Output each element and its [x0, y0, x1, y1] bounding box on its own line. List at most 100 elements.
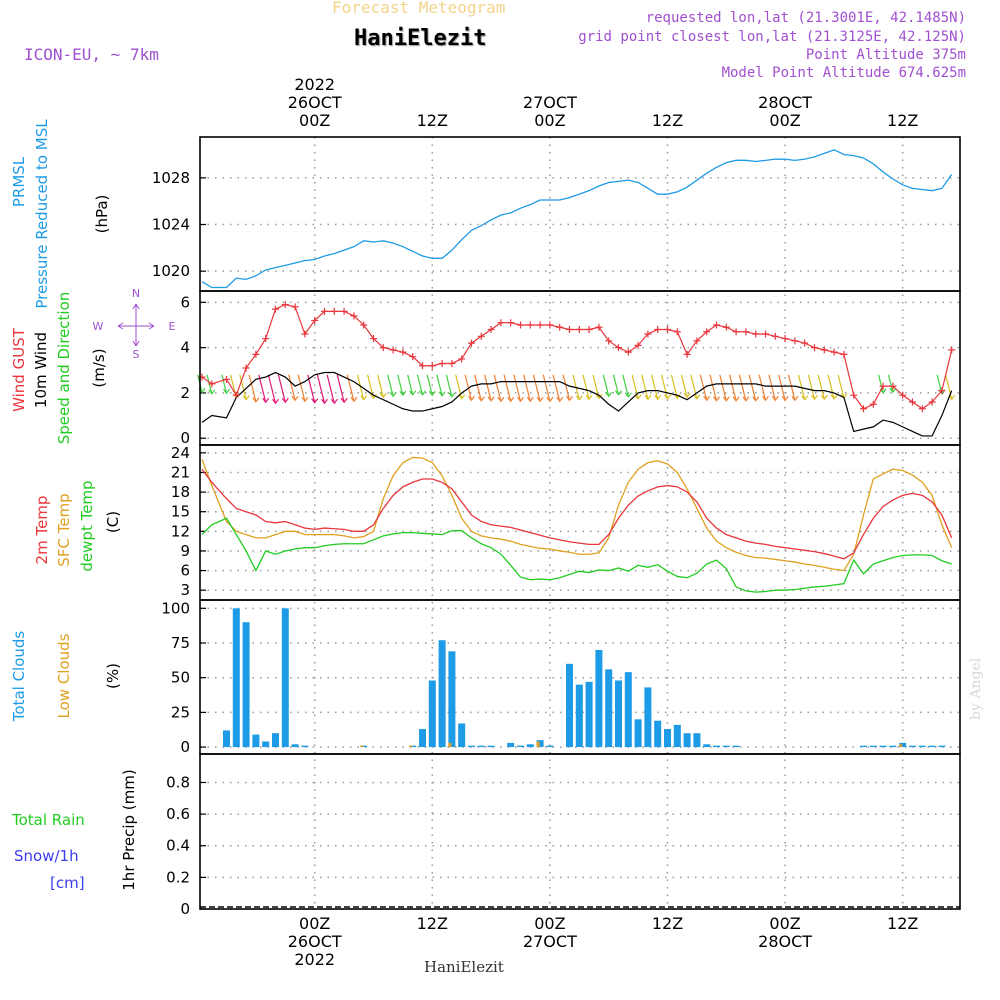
- wind-arrow-head: [448, 392, 456, 398]
- gust-marker: [379, 344, 387, 352]
- total-cloud-bar: [517, 745, 524, 748]
- wind-arrow-head: [566, 395, 573, 402]
- gust-marker: [830, 348, 838, 356]
- total-cloud-bar: [272, 733, 279, 748]
- wind-arrow-head: [713, 396, 720, 402]
- total-cloud-bar: [507, 742, 515, 748]
- grid-point-coords: grid point closest lon,lat (21.3125E, 42…: [578, 29, 966, 45]
- total-cloud-bar: [281, 608, 289, 748]
- compass-south: S: [133, 348, 140, 361]
- gust-marker: [507, 319, 515, 327]
- gust-marker: [330, 307, 338, 315]
- wind-arrow-head: [683, 392, 691, 399]
- wind-arrow: [239, 374, 247, 400]
- total-cloud-bar: [546, 745, 554, 748]
- wind-arrow: [622, 374, 629, 397]
- gust-marker: [673, 328, 681, 336]
- total-cloud-bar: [468, 745, 475, 748]
- gust-marker: [409, 353, 417, 361]
- pressure-line: [201, 149, 953, 289]
- wind-arrow: [397, 374, 404, 396]
- gust-marker: [722, 323, 730, 331]
- gust-marker: [742, 328, 750, 336]
- gust-marker: [762, 330, 769, 338]
- wind-arrow: [277, 374, 286, 403]
- total-cloud-bar: [683, 733, 691, 748]
- total-cloud-bar: [575, 684, 583, 748]
- clouds-ytick-label: 25: [171, 703, 190, 721]
- wind-arrow-head: [703, 395, 711, 402]
- dewpt-line: [201, 517, 952, 593]
- gust-marker: [771, 332, 779, 340]
- precip-ytick-label: 0.4: [166, 837, 190, 855]
- wind-arrow-head: [330, 398, 338, 405]
- wind-arrow-head: [321, 398, 328, 405]
- wind-arrow: [484, 374, 492, 401]
- wind-arrow: [474, 374, 482, 401]
- wind-arrow: [542, 374, 551, 402]
- wind-arrow: [267, 374, 277, 404]
- wind-arrow: [532, 374, 541, 402]
- low-clouds-label: Low Clouds: [55, 633, 73, 718]
- wind-ytick-label: 6: [180, 293, 190, 311]
- gust-marker: [272, 305, 279, 313]
- wind-arrow-head: [762, 395, 769, 402]
- wind-arrow: [787, 374, 796, 401]
- wind-arrow-head: [556, 396, 564, 403]
- temperature-ytick-label: 6: [180, 562, 190, 580]
- wind-arrow: [878, 374, 884, 393]
- wind-arrow: [258, 374, 267, 403]
- clouds-ytick-label: 100: [161, 599, 190, 617]
- total-cloud-bar: [595, 649, 603, 748]
- t2m-label: 2m Temp: [33, 496, 51, 565]
- wind-arrow-head: [497, 396, 505, 403]
- gust-marker: [605, 337, 613, 345]
- gust-marker: [262, 335, 270, 343]
- gust-marker: [938, 387, 946, 395]
- total-cloud-bar: [232, 608, 240, 748]
- gust-marker: [791, 337, 799, 345]
- bottom-time-label: 12Z: [652, 914, 683, 933]
- total-rain-label: Total Rain: [11, 811, 85, 829]
- gust-marker: [869, 400, 877, 408]
- gust-marker: [615, 344, 622, 352]
- total-cloud-bar: [703, 744, 711, 748]
- gust-marker: [311, 316, 319, 324]
- low-cloud-bar: [360, 745, 364, 748]
- gust-marker: [909, 398, 916, 406]
- gust-marker: [634, 341, 642, 349]
- precip-unit: 1hr Precip (mm): [120, 769, 138, 890]
- total-cloud-bar: [732, 745, 740, 748]
- bottom-time-label: 12Z: [887, 914, 918, 933]
- temperature-ytick-label: 24: [171, 444, 190, 462]
- wind-arrow: [887, 374, 894, 393]
- gust-marker: [556, 323, 564, 331]
- wind-arrow: [436, 374, 443, 396]
- wind-arrow: [562, 374, 571, 401]
- wind-arrow: [778, 374, 786, 401]
- gust-marker: [458, 355, 466, 363]
- wind-arrow: [602, 374, 610, 397]
- wind-arrow-head: [634, 394, 642, 400]
- wind-arrow: [297, 374, 306, 402]
- gust-marker: [487, 326, 495, 333]
- gust-marker: [928, 398, 936, 406]
- wind-arrow-head: [624, 392, 632, 398]
- clouds-ytick-label: 0: [180, 738, 190, 756]
- low-cloud-bar: [536, 741, 540, 748]
- total-cloud-bar: [869, 745, 877, 748]
- top-title: Forecast Meteogram: [332, 0, 506, 17]
- total-cloud-bar: [693, 733, 701, 748]
- wind-arrow-head: [781, 395, 789, 402]
- total-cloud-bar: [419, 729, 426, 748]
- total-cloud-bar: [928, 745, 936, 748]
- pressure-ytick-label: 1020: [152, 262, 190, 280]
- gust-marker: [370, 335, 377, 343]
- wind-arrow: [221, 374, 228, 394]
- gust-marker: [301, 330, 309, 338]
- gust-marker: [448, 359, 456, 367]
- wind-arrow: [748, 374, 757, 401]
- wind-arrow-head: [291, 395, 299, 402]
- wind-arrow-head: [487, 396, 495, 402]
- wind-arrow: [641, 374, 649, 400]
